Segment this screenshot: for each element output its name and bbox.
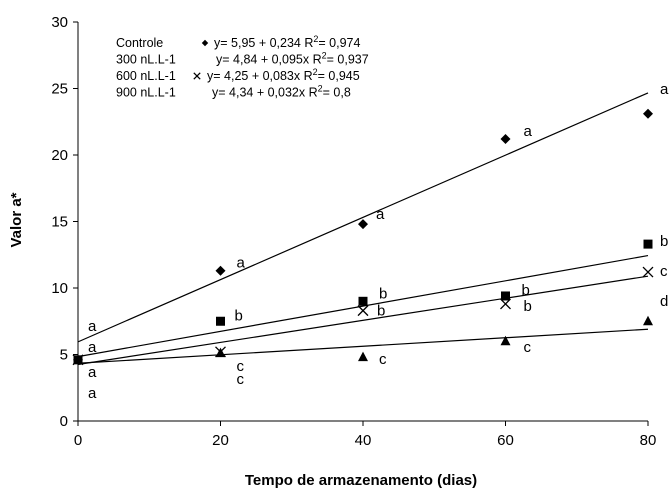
square-marker (216, 316, 225, 326)
significance-letter: a (88, 364, 97, 381)
y-tick-label: 10 (51, 280, 68, 297)
trend-line (77, 92, 649, 343)
diamond-marker (215, 265, 226, 276)
legend-equation: y= 4,25 + 0,083x R2= 0,945 (207, 67, 360, 83)
significance-letter: b (522, 282, 530, 299)
diamond-marker (201, 39, 209, 47)
significance-letter: c (524, 339, 532, 356)
x-tick-label: 0 (74, 432, 82, 449)
significance-letter: b (377, 303, 385, 320)
trend-line (77, 275, 649, 366)
legend-series-name: Controle (116, 36, 163, 50)
significance-letter: a (660, 81, 669, 98)
significance-letter: a (88, 318, 97, 335)
cross-marker (642, 266, 654, 278)
cross-marker (357, 305, 369, 317)
triangle-marker (73, 354, 83, 364)
y-tick-label: 30 (51, 14, 68, 31)
x-tick-label: 80 (640, 432, 657, 449)
cross-marker (500, 298, 511, 310)
cross-marker (193, 72, 201, 80)
data-markers (72, 108, 654, 366)
trend-line (77, 254, 649, 358)
x-axis-title: Tempo de armazenamento (dias) (245, 472, 477, 489)
significance-letter: c (237, 358, 245, 375)
triangle-marker (643, 315, 653, 326)
triangle-marker (500, 335, 511, 346)
legend-series-name: 600 nL.L-1 (116, 69, 176, 83)
diamond-marker (358, 219, 368, 230)
square-marker (501, 291, 510, 301)
y-tick-label: 20 (51, 147, 68, 164)
significance-letter: a (524, 123, 533, 140)
axes: 0 5 10 15 20 25 30 0 20 40 60 80 (51, 14, 656, 449)
x-tick-label: 40 (355, 432, 372, 449)
square-marker (358, 296, 368, 306)
legend-equation: y= 4,84 + 0,095x R2= 0,937 (216, 51, 369, 67)
legend-equation: y= 5,95 + 0,234 R2= 0,974 (214, 34, 361, 50)
significance-letter: c (660, 263, 668, 280)
y-axis-title: Valor a* (8, 192, 25, 247)
significance-letter: a (88, 385, 97, 402)
significance-letter: c (379, 351, 387, 368)
significance-letter: b (379, 285, 387, 302)
significance-letter: d (660, 293, 668, 310)
square-marker (643, 239, 653, 249)
x-tick-label: 60 (497, 432, 514, 449)
triangle-marker (358, 351, 368, 362)
triangle-marker (215, 347, 226, 358)
significance-letter: b (235, 307, 243, 324)
trend-line (77, 328, 649, 364)
significance-letter: a (376, 206, 385, 223)
significance-letter: a (237, 255, 246, 272)
significance-letter: a (88, 339, 97, 356)
x-tick-label: 20 (212, 432, 229, 449)
legend-equation: y= 4,34 + 0,032x R2= 0,8 (212, 84, 351, 100)
y-tick-label: 0 (60, 413, 68, 430)
y-tick-label: 25 (51, 81, 68, 98)
legend-series-name: 900 nL.L-1 (116, 86, 176, 100)
y-tick-label: 5 (60, 347, 68, 364)
y-tick-label: 15 (51, 214, 68, 231)
trend-lines (77, 92, 649, 366)
diamond-marker (643, 108, 653, 119)
legend-series-name: 300 nL.L-1 (116, 53, 176, 67)
significance-letter: b (524, 298, 532, 315)
legend: Controle y= 5,95 + 0,234 R2= 0,974 300 nL.… (116, 34, 369, 100)
significance-letter: b (660, 233, 668, 250)
diamond-marker (500, 134, 511, 145)
significance-letter: c (237, 371, 245, 388)
